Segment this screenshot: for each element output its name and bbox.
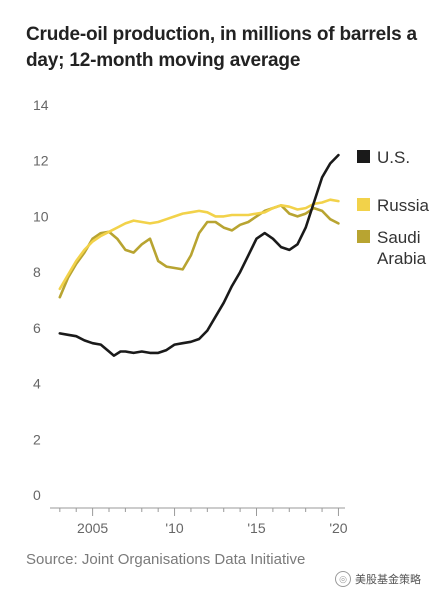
y-tick-label: 0	[33, 487, 41, 503]
legend-label-russia: Russia	[377, 196, 430, 215]
series-line-u-s	[58, 153, 340, 357]
y-tick-label: 12	[33, 153, 49, 169]
wechat-logo-icon: ◎	[335, 571, 351, 587]
x-axis-ticks: 2005 '10 '15 '20	[50, 507, 348, 536]
x-tick-label: 2005	[77, 520, 108, 536]
y-tick-label: 4	[33, 376, 41, 392]
legend-label-u-s: U.S.	[377, 148, 410, 167]
watermark: ◎ 美股基金策略	[335, 571, 421, 587]
chart-title: Crude-oil production, in millions of bar…	[26, 24, 417, 71]
legend-swatch-u-s	[357, 150, 370, 163]
y-tick-label: 14	[33, 97, 49, 113]
source-note: Source: Joint Organisations Data Initiat…	[26, 551, 306, 568]
x-tick-label: '20	[329, 520, 347, 536]
legend-swatch-russia	[357, 198, 370, 211]
series-line-russia	[58, 198, 340, 291]
y-tick-label: 6	[33, 320, 41, 336]
y-tick-label: 2	[33, 431, 41, 447]
legend: U.S. Russia Saudi Arabia	[357, 148, 430, 268]
series-lines	[58, 153, 340, 357]
y-tick-label: 8	[33, 264, 41, 280]
y-axis-ticks: 0 2 4 6 8 10 12 14	[33, 97, 49, 503]
y-tick-label: 10	[33, 208, 49, 224]
legend-swatch-saudi-arabia	[357, 230, 370, 243]
series-line-saudi-arabia	[58, 204, 340, 299]
watermark-text: 美股基金策略	[355, 574, 421, 586]
x-tick-label: '15	[247, 520, 265, 536]
legend-label-saudi-arabia: Saudi Arabia	[377, 228, 427, 268]
x-tick-label: '10	[165, 520, 183, 536]
